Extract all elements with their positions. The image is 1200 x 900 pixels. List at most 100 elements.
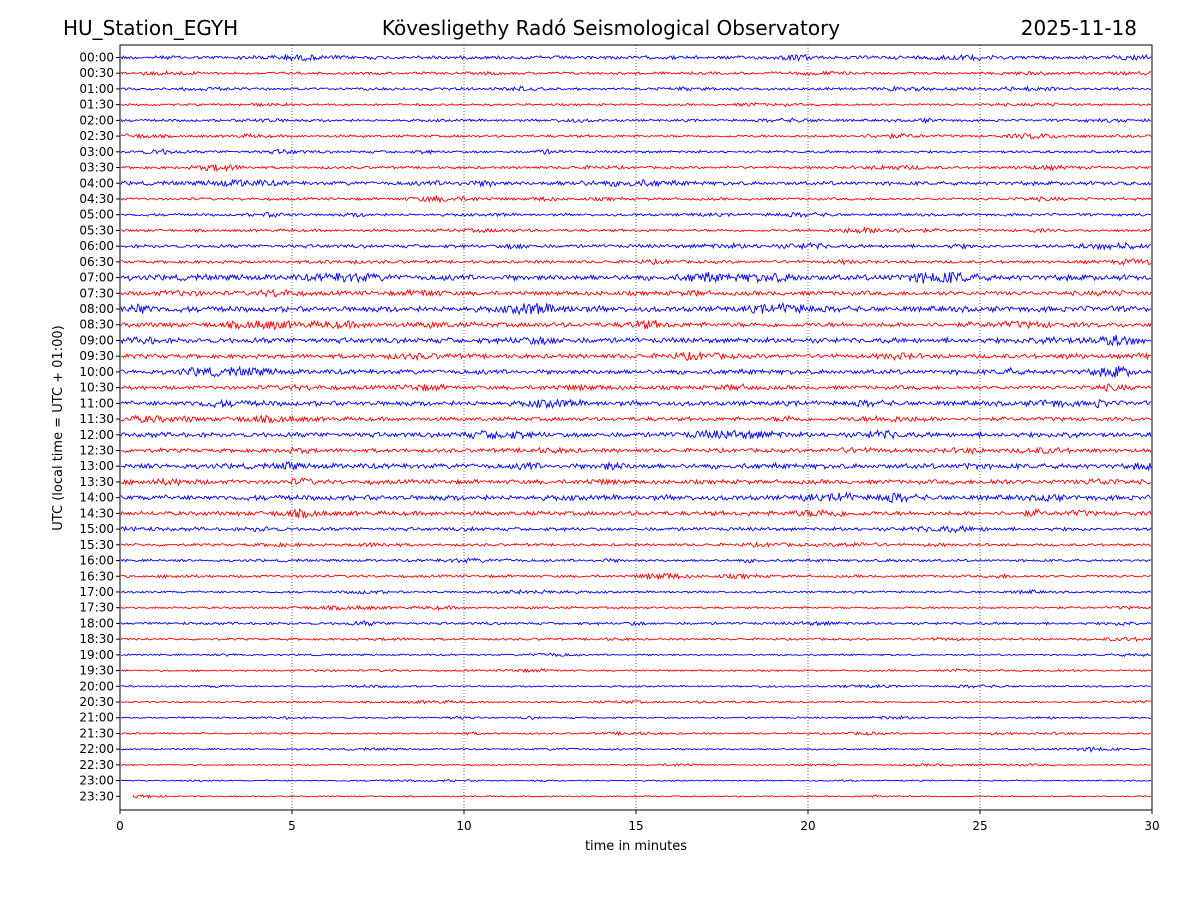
y-tick-label: 04:00 (79, 176, 114, 190)
y-tick-label: 11:00 (79, 396, 114, 410)
seismic-trace (120, 557, 1152, 564)
seismic-trace (120, 179, 1152, 188)
seismic-trace (120, 334, 1152, 347)
x-tick-label: 0 (116, 819, 124, 833)
seismic-trace (120, 524, 1152, 534)
seismic-trace (120, 446, 1152, 455)
seismic-trace (120, 383, 1152, 393)
y-tick-label: 02:30 (79, 129, 114, 143)
y-tick-label: 17:00 (79, 585, 114, 599)
seismic-trace (120, 211, 1152, 219)
y-tick-label: 20:00 (79, 679, 114, 693)
seismic-trace (120, 652, 1152, 658)
seismic-trace (120, 683, 1152, 689)
y-tick-label: 20:30 (79, 695, 114, 709)
x-axis-ticks: 0 5 10 15 20 25 30 (116, 810, 1160, 833)
x-tick-label: 30 (1144, 819, 1159, 833)
y-tick-label: 01:30 (79, 98, 114, 112)
y-tick-label: 18:00 (79, 616, 114, 630)
seismic-trace (120, 620, 1152, 627)
y-tick-label: 18:30 (79, 632, 114, 646)
y-tick-label: 14:00 (79, 491, 114, 505)
seismic-trace (120, 271, 1152, 284)
seismic-trace (120, 69, 1152, 77)
seismic-trace (120, 746, 1152, 753)
x-tick-label: 5 (288, 819, 296, 833)
y-axis-label: UTC (local time = UTC + 01:00) (51, 325, 66, 530)
y-tick-label: 10:30 (79, 381, 114, 395)
seismic-trace (120, 288, 1152, 298)
y-tick-label: 14:30 (79, 506, 114, 520)
y-tick-label: 21:30 (79, 726, 114, 740)
y-tick-label: 22:00 (79, 742, 114, 756)
seismic-trace (120, 572, 1152, 581)
y-tick-label: 16:00 (79, 554, 114, 568)
y-tick-label: 07:30 (79, 286, 114, 300)
y-tick-label: 15:00 (79, 522, 114, 536)
seismic-trace (120, 101, 1152, 108)
seismic-trace (120, 257, 1152, 266)
y-tick-label: 10:00 (79, 365, 114, 379)
x-tick-label: 20 (800, 819, 815, 833)
y-tick-label: 15:30 (79, 538, 114, 552)
y-tick-label: 19:30 (79, 664, 114, 678)
y-tick-label: 05:00 (79, 208, 114, 222)
seismic-trace (120, 636, 1152, 643)
seismic-trace (120, 319, 1152, 331)
y-tick-label: 09:30 (79, 349, 114, 363)
seismic-trace (120, 398, 1152, 410)
y-tick-label: 12:30 (79, 444, 114, 458)
seismic-trace (120, 460, 1152, 472)
x-axis-label: time in minutes (585, 839, 687, 854)
y-tick-label: 02:00 (79, 113, 114, 127)
y-tick-label: 13:30 (79, 475, 114, 489)
y-tick-label: 06:00 (79, 239, 114, 253)
y-tick-label: 19:00 (79, 648, 114, 662)
seismic-trace (120, 604, 1152, 612)
grid-layer (291, 45, 981, 810)
y-tick-label: 06:30 (79, 255, 114, 269)
seismic-trace (120, 762, 1152, 767)
seismic-trace (121, 730, 1152, 737)
seismic-trace (120, 490, 1152, 504)
x-tick-label: 10 (456, 819, 471, 833)
seismic-trace (120, 226, 1152, 235)
date-title: 2025-11-18 (1021, 16, 1137, 40)
y-tick-label: 13:00 (79, 459, 114, 473)
seismic-trace (120, 667, 1152, 674)
seismic-trace (120, 507, 1152, 519)
seismic-trace (120, 541, 1152, 548)
seismic-trace (120, 715, 1152, 720)
x-tick-label: 25 (972, 819, 987, 833)
y-tick-label: 23:00 (79, 774, 114, 788)
seismic-trace (120, 588, 1152, 596)
y-tick-label: 08:00 (79, 302, 114, 316)
y-tick-label: 21:00 (79, 711, 114, 725)
y-tick-label: 17:30 (79, 601, 114, 615)
seismic-trace (120, 132, 1152, 140)
station-title: HU_Station_EGYH (63, 16, 238, 40)
seismic-trace (120, 301, 1152, 316)
seismic-trace (120, 85, 1152, 92)
y-tick-label: 05:30 (79, 223, 114, 237)
x-tick-label: 15 (628, 819, 643, 833)
y-tick-label: 04:30 (79, 192, 114, 206)
seismic-trace (120, 194, 1152, 204)
y-tick-label: 16:30 (79, 569, 114, 583)
seismic-trace (120, 476, 1152, 487)
y-tick-label: 12:00 (79, 428, 114, 442)
y-tick-label: 11:30 (79, 412, 114, 426)
y-tick-label: 23:30 (79, 789, 114, 803)
seismic-trace (120, 53, 1152, 62)
y-tick-label: 01:00 (79, 82, 114, 96)
seismic-trace (120, 428, 1152, 441)
seismic-trace (120, 778, 1152, 783)
seismic-trace (120, 414, 1152, 424)
seismic-trace (120, 350, 1152, 362)
seismic-trace (120, 365, 1152, 378)
trace-layer (120, 53, 1152, 799)
y-tick-label: 07:00 (79, 271, 114, 285)
seismic-trace (120, 241, 1152, 251)
